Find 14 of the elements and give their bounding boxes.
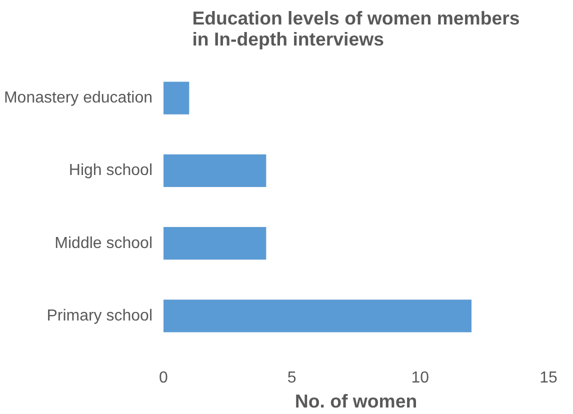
y-tick-label: Monastery education	[4, 90, 152, 107]
bar	[164, 154, 266, 188]
chart-title: Education levels of women members in In-depth interviews	[192, 8, 520, 50]
y-tick-label: Middle school	[54, 234, 152, 252]
bar	[164, 226, 266, 260]
bar	[164, 300, 472, 332]
x-axis-title: No. of women	[294, 390, 418, 412]
y-tick-label: High school	[68, 162, 153, 180]
bar	[164, 82, 190, 114]
y-tick-label: Primary school	[46, 307, 153, 324]
x-tick-label: 5	[287, 370, 296, 386]
x-tick-label: 15	[540, 370, 558, 386]
x-tick-label: 0	[159, 370, 168, 386]
x-tick-label: 10	[411, 370, 430, 386]
